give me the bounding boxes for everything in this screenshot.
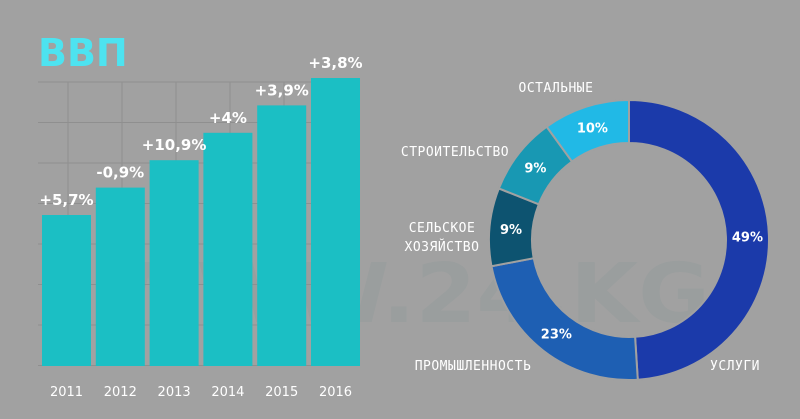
bar-value-label: +3,8%	[308, 54, 362, 72]
bar-2016	[311, 78, 360, 366]
chart-title: ВВП	[38, 31, 128, 75]
bar-2015	[257, 105, 307, 367]
bar-value-label: +3,9%	[255, 81, 309, 99]
year-label: 2011	[50, 385, 83, 400]
bar-value-label: +4%	[209, 109, 247, 127]
donut-category-label: СЕЛЬСКОЕ ХОЗЯЙСТВО	[405, 221, 480, 255]
bar-2011	[42, 215, 91, 366]
year-label: 2014	[211, 385, 244, 400]
donut-slice	[545, 98, 630, 163]
year-label: 2016	[319, 385, 352, 400]
bar-value-label: -0,9%	[96, 164, 144, 182]
donut-category-label: ОСТАЛЬНЫЕ	[519, 81, 594, 96]
bar-value-label: +5,7%	[39, 191, 93, 209]
donut-category-labels: УСЛУГИ ПРОМЫШЛЕННОСТЬ СЕЛЬСКОЕ ХОЗЯЙСТВО СТР…	[401, 81, 760, 374]
donut-category-label: ПРОМЫШЛЕННОСТЬ	[415, 359, 532, 374]
bar-value-label: +10,9%	[142, 136, 207, 154]
donut-slice	[628, 98, 770, 381]
donut-percent-label: 9%	[500, 223, 522, 238]
donut-slices	[488, 98, 770, 381]
gdp-bar-chart: ВВП +5,7%-0,9%+10,9%+4%+3,9%+3,8% 2011 20…	[38, 31, 363, 400]
economy-structure-donut: 49% 23% 9% 9% 10% УСЛУГИ ПРОМЫШЛЕННОСТЬ СЕЛЬСК…	[401, 81, 770, 381]
bar-series	[42, 78, 360, 367]
donut-category-label: УСЛУГИ	[710, 359, 760, 374]
donut-percent-label: 49%	[732, 230, 763, 245]
year-label: 2012	[104, 385, 137, 400]
donut-percent-labels: 49% 23% 9% 9% 10%	[500, 121, 763, 342]
donut-percent-label: 10%	[577, 121, 608, 136]
donut-percent-label: 23%	[541, 328, 572, 343]
bar-value-labels: +5,7%-0,9% +10,9%+4% +3,9% +3,8%	[39, 54, 362, 209]
donut-category-label: СТРОИТЕЛЬСТВО	[401, 145, 509, 160]
watermark: WWW.24.KG	[100, 247, 710, 342]
bar-2014	[203, 132, 253, 366]
year-label: 2013	[158, 385, 191, 400]
year-axis-labels: 2011 2012 2013 2014 2015 2016	[50, 385, 352, 400]
year-label: 2015	[265, 385, 298, 400]
bar-2013	[149, 160, 199, 366]
donut-percent-label: 9%	[524, 161, 546, 176]
bar-2012	[95, 187, 145, 366]
